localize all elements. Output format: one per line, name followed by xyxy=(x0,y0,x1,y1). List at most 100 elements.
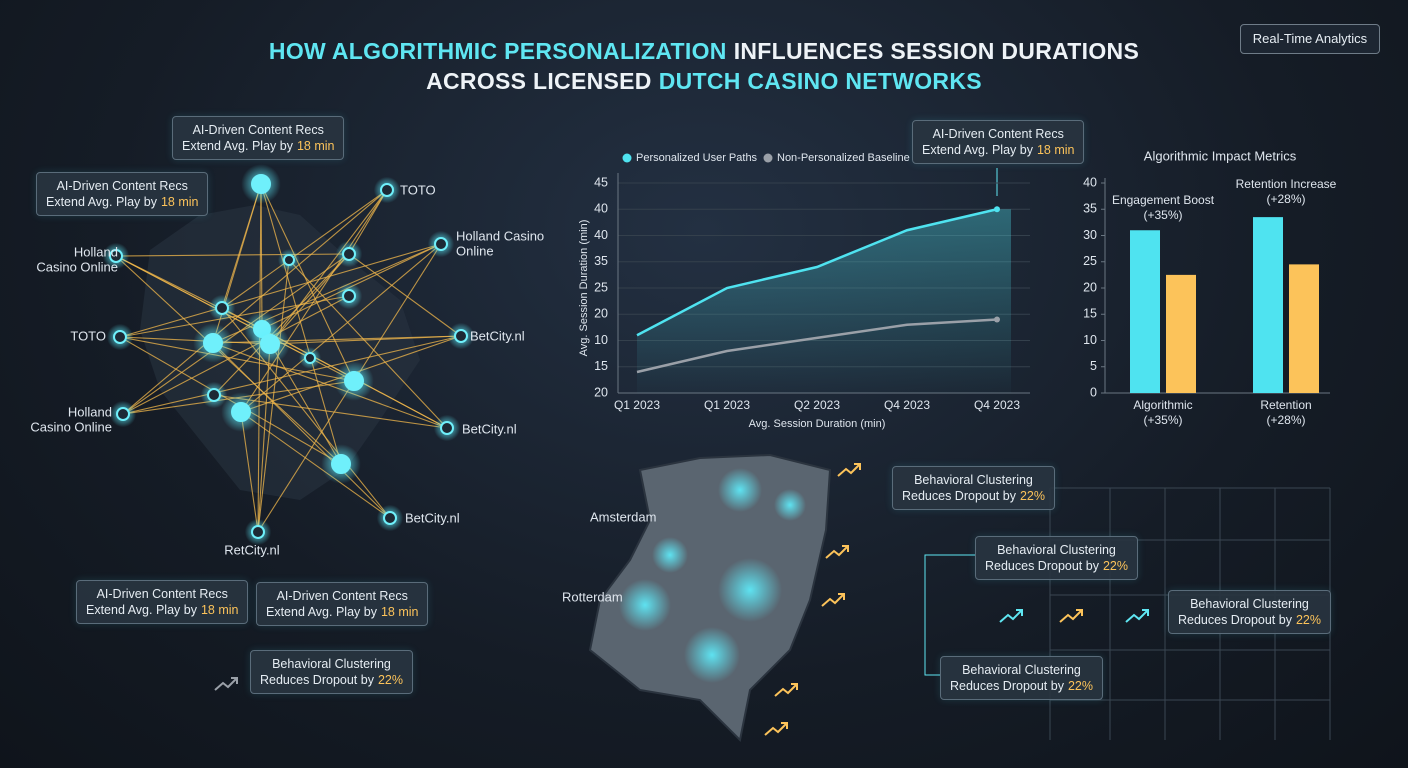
network-node xyxy=(231,402,251,422)
network-node xyxy=(304,352,316,364)
x-tick-label: Algorithmic xyxy=(1133,398,1192,412)
network-edge xyxy=(257,343,271,533)
chart-title: Algorithmic Impact Metrics xyxy=(1144,148,1297,163)
network-label: BetCity.nl xyxy=(470,328,525,343)
annotation: Retention Increase xyxy=(1236,177,1337,191)
x-tick-label: Q4 2023 xyxy=(884,398,930,412)
y-tick-label: 5 xyxy=(1090,359,1097,373)
callout-highlight: 18 min xyxy=(1036,143,1075,157)
callout-text: Reduces Dropout by xyxy=(985,559,1099,573)
y-tick-label: 40 xyxy=(594,228,608,242)
title-part: INFLUENCES SESSION DURATIONS xyxy=(733,38,1140,64)
callout-highlight: 18 min xyxy=(296,139,335,153)
network-edge xyxy=(221,189,388,309)
network-node xyxy=(109,249,123,263)
network-node xyxy=(251,525,265,539)
y-tick-label: 0 xyxy=(1090,385,1097,399)
callout-highlight: 22% xyxy=(1102,559,1128,573)
callout-text-line: Extend Avg. Play by 18 min xyxy=(266,604,418,620)
bar xyxy=(1130,230,1160,393)
network-node xyxy=(440,421,454,435)
network-node xyxy=(331,454,351,474)
network-edge xyxy=(240,189,388,413)
callout-text: Reduces Dropout by xyxy=(950,679,1064,693)
network-edge xyxy=(119,295,350,338)
callout-text: Reduces Dropout by xyxy=(902,489,1016,503)
network-edge xyxy=(119,243,442,338)
y-tick-label: 30 xyxy=(1083,228,1097,242)
callout-text-line: Extend Avg. Play by 18 min xyxy=(46,194,198,210)
end-dot xyxy=(994,316,1000,323)
legend-label: Personalized User Paths xyxy=(636,152,758,164)
network-node xyxy=(215,301,229,315)
callout: Behavioral Clustering Reduces Dropout by 2… xyxy=(250,650,413,694)
callout-text-line: Extend Avg. Play by 18 min xyxy=(922,142,1074,158)
trend-icon xyxy=(837,463,861,477)
network-label: Casino Online xyxy=(30,419,112,434)
network-label: RetCity.nl xyxy=(224,542,279,557)
callout-title: AI-Driven Content Recs xyxy=(932,127,1064,141)
callout-title: AI-Driven Content Recs xyxy=(192,123,324,137)
network-label: Holland Casino xyxy=(456,228,544,243)
callout: AI-Driven Content Recs Extend Avg. Play b… xyxy=(36,172,209,216)
callout-text: Extend Avg. Play by xyxy=(46,195,157,209)
netherlands-map xyxy=(588,453,832,743)
line xyxy=(636,208,998,337)
x-tick-label: Q1 2023 xyxy=(614,398,660,412)
callout-text-line: Reduces Dropout by 22% xyxy=(950,678,1093,694)
badge: Real-Time Analytics xyxy=(1240,24,1380,54)
network-edge xyxy=(260,183,342,465)
network-label: TOTO xyxy=(400,182,436,197)
callout-text-line: Reduces Dropout by 22% xyxy=(985,558,1128,574)
callout: AI-Driven Content Recs Extend Avg. Play b… xyxy=(76,580,249,624)
callout-title: AI-Driven Content Recs xyxy=(96,587,228,601)
callout: Behavioral Clustering Reduces Dropout by 2… xyxy=(975,536,1138,580)
y-tick-label: 45 xyxy=(594,175,608,189)
network-node xyxy=(434,237,448,251)
callout-text: Extend Avg. Play by xyxy=(86,603,197,617)
map-label: Amsterdam xyxy=(590,509,656,524)
trend-icon xyxy=(821,593,845,607)
callout-text: Extend Avg. Play by xyxy=(182,139,293,153)
callout: AI-Driven Content Recs Extend Avg. Play b… xyxy=(912,120,1085,164)
network-label: Casino Online xyxy=(36,259,118,274)
network-node xyxy=(342,289,356,303)
network-edge xyxy=(115,253,350,257)
y-axis-label: Avg. Session Duration (min) xyxy=(578,220,590,357)
map-glow xyxy=(718,468,762,512)
callout: Behavioral Clustering Reduces Dropout by 2… xyxy=(940,656,1103,700)
trend-icon xyxy=(825,545,849,559)
map-glow xyxy=(774,489,806,521)
callout: Behavioral Clustering Reduces Dropout by 2… xyxy=(892,466,1055,510)
x-tick-label: Q1 2023 xyxy=(704,398,750,412)
callout-text: Reduces Dropout by xyxy=(260,673,374,687)
title-part: HOW ALGORITHMIC PERSONALIZATION xyxy=(268,38,727,64)
callout-title: Behavioral Clustering xyxy=(997,543,1116,557)
x-tick-label: (+28%) xyxy=(1266,413,1305,427)
y-tick-label: 20 xyxy=(1083,280,1097,294)
callout-highlight: 18 min xyxy=(200,603,239,617)
callout-highlight: 22% xyxy=(377,673,403,687)
title-line: HOW ALGORITHMIC PERSONALIZATION INFLUENCE… xyxy=(0,36,1408,66)
network-edge xyxy=(353,243,442,382)
trend-icon xyxy=(774,683,798,697)
map-glow xyxy=(718,558,782,622)
y-tick-label: 20 xyxy=(594,307,608,321)
title-part: ACROSS LICENSED xyxy=(426,68,652,94)
y-tick-label: 25 xyxy=(1083,254,1097,268)
annotation: Engagement Boost xyxy=(1112,193,1215,207)
network-node xyxy=(251,174,271,194)
network xyxy=(102,164,475,546)
y-tick-label: 20 xyxy=(594,385,608,399)
network-edge xyxy=(240,411,259,533)
y-tick-label: 35 xyxy=(594,254,608,268)
callout-title: AI-Driven Content Recs xyxy=(276,589,408,603)
map-glow xyxy=(619,579,671,631)
bar xyxy=(1289,264,1319,393)
network-edge xyxy=(221,183,262,309)
network-edge xyxy=(257,380,355,533)
map-label: Rotterdam xyxy=(562,589,623,604)
y-tick-label: 40 xyxy=(594,202,608,216)
x-tick-label: Retention xyxy=(1260,398,1311,412)
callout-text: Extend Avg. Play by xyxy=(266,605,377,619)
